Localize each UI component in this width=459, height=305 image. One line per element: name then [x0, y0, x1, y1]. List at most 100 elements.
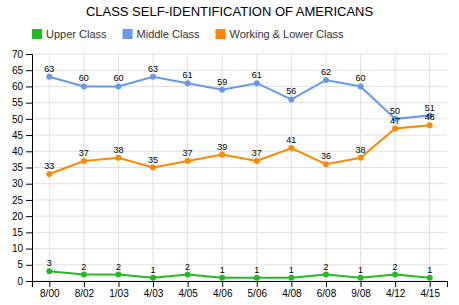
grid-line — [32, 199, 447, 200]
x-tick-label: 4/08 — [282, 288, 302, 299]
data-label: 48 — [425, 112, 435, 122]
data-label: 62 — [321, 67, 331, 77]
y-tick-mark — [26, 151, 32, 152]
grid-line — [256, 54, 257, 281]
grid-line — [325, 54, 326, 281]
data-label: 35 — [148, 155, 158, 165]
y-tick-label: 5 — [17, 259, 23, 270]
point — [115, 155, 121, 161]
y-tick: 70 — [12, 49, 32, 60]
point — [219, 275, 225, 281]
x-tick-mark — [257, 281, 258, 287]
point — [115, 83, 121, 89]
data-label: 37 — [79, 148, 89, 158]
legend-label: Upper Class — [46, 28, 107, 40]
point — [81, 83, 87, 89]
data-labels: 3221211121216360606361596156626050513337… — [44, 64, 434, 275]
point — [323, 77, 329, 83]
y-tick: 20 — [12, 211, 32, 222]
point — [81, 158, 87, 164]
y-axis: 0510152025303540455055606570 — [12, 49, 33, 287]
y-tick-label: 55 — [12, 97, 24, 108]
legend: Upper Class Middle Class Working & Lower C… — [32, 28, 344, 40]
data-label: 51 — [425, 103, 435, 113]
data-label: 1 — [289, 265, 294, 275]
data-label: 1 — [427, 265, 432, 275]
title: CLASS SELF-IDENTIFICATION OF AMERICANS — [86, 4, 374, 19]
y-tick-label: 70 — [12, 49, 24, 60]
x-tick: 8/00 — [40, 281, 60, 299]
data-label: 60 — [79, 73, 89, 83]
data-label: 50 — [390, 106, 400, 116]
legend-swatch — [123, 29, 133, 39]
x-tick-mark — [326, 281, 327, 287]
data-label: 37 — [183, 148, 193, 158]
x-tick-mark — [395, 281, 396, 287]
point — [323, 161, 329, 167]
series-line — [49, 125, 429, 174]
point — [427, 275, 433, 281]
x-tick-mark — [49, 281, 50, 287]
series-line — [49, 77, 429, 119]
x-tick-label: 4/06 — [213, 288, 233, 299]
y-tick-label: 40 — [12, 146, 24, 157]
x-tick-mark — [430, 281, 431, 287]
grid-line — [32, 135, 447, 136]
y-tick: 40 — [12, 146, 32, 157]
data-label: 2 — [81, 262, 86, 272]
point — [288, 275, 294, 281]
chart: CLASS SELF-IDENTIFICATION OF AMERICANS Up… — [0, 0, 459, 305]
data-label: 2 — [185, 262, 190, 272]
grid-line — [429, 54, 430, 281]
y-tick-label: 35 — [12, 162, 24, 173]
point — [219, 152, 225, 158]
x-tick-label: 8/02 — [75, 288, 95, 299]
point — [358, 83, 364, 89]
y-tick-mark — [26, 86, 32, 87]
grid — [32, 54, 447, 281]
y-tick: 0 — [17, 276, 32, 287]
y-tick-mark — [26, 70, 32, 71]
data-label: 1 — [220, 265, 225, 275]
grid-line — [32, 102, 447, 103]
data-label: 2 — [393, 262, 398, 272]
grid-line — [32, 167, 447, 168]
legend-swatch — [216, 29, 226, 39]
data-label: 3 — [47, 258, 52, 268]
x-tick: 9/08 — [351, 281, 371, 299]
legend-item: Working & Lower Class — [216, 28, 345, 40]
x-axis: 8/008/021/034/034/054/065/064/086/089/08… — [33, 281, 448, 299]
point — [115, 272, 121, 278]
y-tick: 50 — [12, 114, 32, 125]
y-tick-mark — [26, 281, 32, 282]
y-tick-label: 65 — [12, 65, 24, 76]
data-label: 33 — [44, 161, 54, 171]
point — [254, 80, 260, 86]
y-tick-mark — [26, 200, 32, 201]
legend-item: Middle Class — [123, 28, 200, 40]
x-tick: 4/03 — [144, 281, 164, 299]
legend-label: Working & Lower Class — [230, 28, 345, 40]
data-label: 36 — [321, 151, 331, 161]
y-tick-mark — [26, 168, 32, 169]
y-tick-mark — [26, 249, 32, 250]
marks — [46, 74, 432, 281]
x-tick: 4/08 — [282, 281, 302, 299]
point — [288, 96, 294, 102]
data-label: 47 — [390, 116, 400, 126]
plot: 8/008/021/034/034/054/065/064/086/089/08… — [12, 49, 448, 299]
x-tick: 4/06 — [213, 281, 233, 299]
y-tick-mark — [26, 119, 32, 120]
legend-label: Middle Class — [137, 28, 200, 40]
grid-line — [395, 54, 396, 281]
data-label: 63 — [148, 64, 158, 74]
point — [254, 158, 260, 164]
data-label: 38 — [113, 145, 123, 155]
x-tick-mark — [153, 281, 154, 287]
x-tick-label: 1/03 — [109, 288, 129, 299]
data-label: 2 — [323, 262, 328, 272]
point — [427, 122, 433, 128]
point — [150, 275, 156, 281]
x-tick-mark — [188, 281, 189, 287]
x-tick-label: 9/08 — [351, 288, 371, 299]
